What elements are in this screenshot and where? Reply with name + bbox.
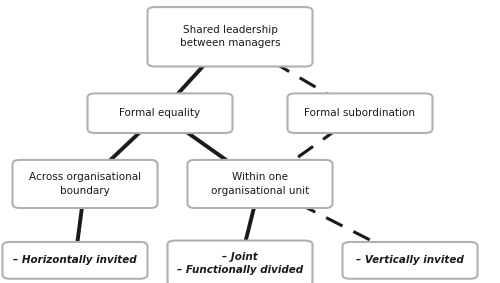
- Text: Formal equality: Formal equality: [120, 108, 200, 118]
- FancyBboxPatch shape: [188, 160, 332, 208]
- FancyBboxPatch shape: [88, 93, 233, 133]
- FancyBboxPatch shape: [288, 93, 432, 133]
- FancyBboxPatch shape: [342, 242, 477, 279]
- Text: – Vertically invited: – Vertically invited: [356, 255, 464, 265]
- FancyBboxPatch shape: [2, 242, 148, 279]
- Text: Formal subordination: Formal subordination: [304, 108, 416, 118]
- FancyBboxPatch shape: [12, 160, 158, 208]
- Text: – Joint
– Functionally divided: – Joint – Functionally divided: [177, 252, 303, 275]
- Text: Across organisational
boundary: Across organisational boundary: [29, 172, 141, 196]
- FancyBboxPatch shape: [168, 241, 312, 283]
- Text: – Horizontally invited: – Horizontally invited: [13, 255, 137, 265]
- Text: Shared leadership
between managers: Shared leadership between managers: [180, 25, 280, 48]
- Text: Within one
organisational unit: Within one organisational unit: [211, 172, 309, 196]
- FancyBboxPatch shape: [148, 7, 312, 67]
